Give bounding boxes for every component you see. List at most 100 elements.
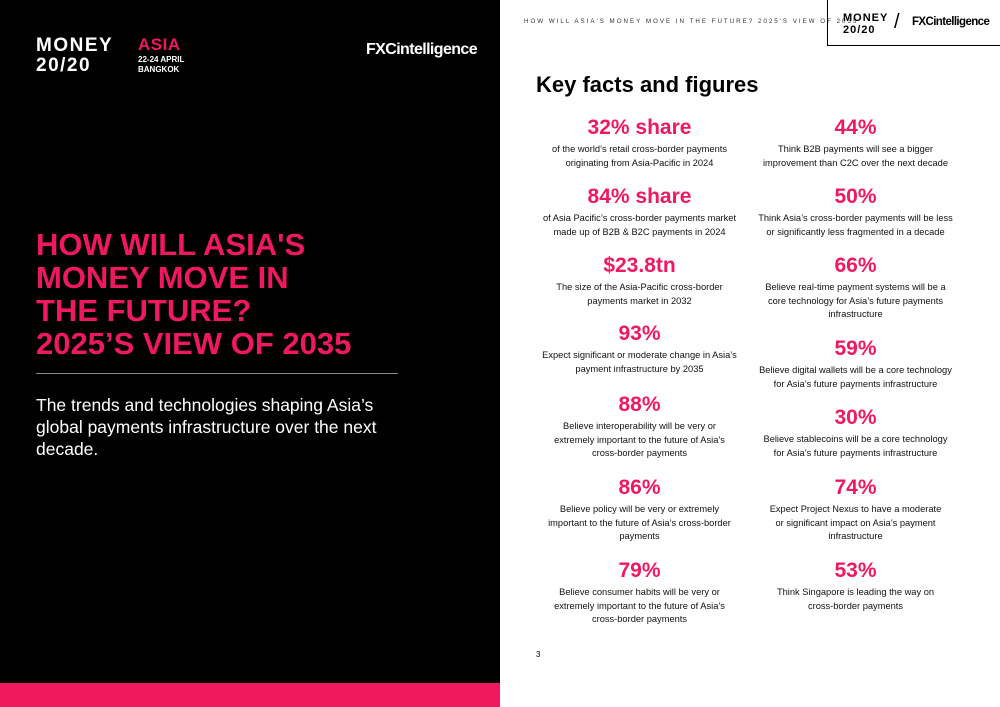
fact-value: 53% <box>834 559 877 582</box>
header-vertical-rule <box>827 0 828 45</box>
event-badge: ASIA 22-24 APRIL BANGKOK <box>138 35 185 75</box>
fact-description: Believe real-time payment systems will b… <box>748 281 963 322</box>
divider <box>36 373 398 374</box>
fact-description: Believe consumer habits will be very or … <box>532 586 747 627</box>
money2020-logo-line2: 20/20 <box>36 55 92 76</box>
key-facts-page: HOW WILL ASIA'S MONEY MOVE IN THE FUTURE… <box>500 0 1000 707</box>
fact-description-line: Think B2B payments will see a bigger <box>777 144 934 154</box>
fact-description: The size of the Asia-Pacific cross-borde… <box>532 281 747 308</box>
fact-value: 84% share <box>587 185 692 208</box>
fact-value: 32% share <box>587 116 692 139</box>
headline-line: MONEY MOVE IN <box>36 260 289 295</box>
fact-description-line: for Asia’s future payments infrastructur… <box>773 447 938 458</box>
fact-value: 86% <box>618 476 661 499</box>
fact-value: 88% <box>618 393 661 416</box>
fact-description-line: made up of B2B & B2C payments in 2024 <box>553 226 726 237</box>
fact-description: of Asia Pacific’s cross-border payments … <box>532 212 747 239</box>
fact-value: 30% <box>834 406 877 429</box>
fact-item: 86% Believe policy will be very or extre… <box>532 476 747 544</box>
report-subtitle: The trends and technologies shaping Asia… <box>36 395 377 459</box>
fact-item: 44% Think B2B payments will see a bigger… <box>748 116 963 170</box>
fact-description: Believe policy will be very or extremely… <box>532 503 747 544</box>
fact-item: 88% Believe interoperability will be ver… <box>532 393 747 461</box>
accent-band <box>0 683 500 707</box>
fact-description-line: Believe real-time payment systems will b… <box>765 282 946 292</box>
fact-description-line: Believe policy will be very or extremely <box>559 504 720 514</box>
fact-description: Expect Project Nexus to have a moderate … <box>748 503 963 544</box>
fact-item: 66% Believe real-time payment systems wi… <box>748 254 963 322</box>
headline-line: HOW WILL ASIA'S <box>36 227 306 262</box>
fact-value: 59% <box>834 337 877 360</box>
fact-description: Believe interoperability will be very or… <box>532 420 747 461</box>
fact-description-line: important to the future of Asia’s cross-… <box>548 517 731 528</box>
fact-description-line: Think Asia’s cross-border payments will … <box>758 213 953 223</box>
fact-description-line: Believe stablecoins will be a core techn… <box>763 434 948 444</box>
fact-description-line: originating from Asia-Pacific in 2024 <box>565 157 714 168</box>
money2020-logo-line1: MONEY <box>36 35 114 56</box>
fact-item: 84% share of Asia Pacific’s cross-border… <box>532 185 747 239</box>
fact-item: 79% Believe consumer habits will be very… <box>532 559 747 627</box>
fact-description-line: extremely important to the future of Asi… <box>554 434 725 445</box>
fact-item: 32% share of the world’s retail cross-bo… <box>532 116 747 170</box>
fxc-intelligence-logo-small: FXCintelligence <box>912 16 990 28</box>
section-title: Key facts and figures <box>536 72 759 97</box>
fact-description-line: Believe interoperability will be very or <box>563 421 716 431</box>
fact-description-line: payments <box>619 531 660 541</box>
fact-description-line: Believe consumer habits will be very or <box>559 587 720 597</box>
fact-description-line: payment infrastructure by 2035 <box>575 363 704 374</box>
fact-description-line: of the world’s retail cross-border payme… <box>552 144 727 154</box>
fact-item: 74% Expect Project Nexus to have a moder… <box>748 476 963 544</box>
fact-description-line: for Asia’s future payments infrastructur… <box>773 378 938 389</box>
money2020-logo-small: MONEY 20/20 <box>843 12 888 36</box>
fact-description-line: Expect significant or moderate change in… <box>542 350 737 360</box>
headline-line: 2025’S VIEW OF 2035 <box>36 326 352 361</box>
fact-description: Think Singapore is leading the way on cr… <box>748 586 963 613</box>
fact-value: 74% <box>834 476 877 499</box>
header-horizontal-rule <box>827 45 1000 46</box>
fact-item: 93% Expect significant or moderate chang… <box>532 322 747 376</box>
fact-description: Believe digital wallets will be a core t… <box>748 364 963 391</box>
fact-description-line: Believe digital wallets will be a core t… <box>759 365 952 375</box>
event-city: BANGKOK <box>138 65 180 74</box>
fact-item: 30% Believe stablecoins will be a core t… <box>748 406 963 460</box>
fact-item: $23.8tn The size of the Asia-Pacific cro… <box>532 254 747 308</box>
fact-description-line: The size of the Asia-Pacific cross-borde… <box>556 282 723 292</box>
fact-description-line: of Asia Pacific’s cross-border payments … <box>542 213 737 223</box>
fact-description: Believe stablecoins will be a core techn… <box>748 433 963 460</box>
fact-description: of the world’s retail cross-border payme… <box>532 143 747 170</box>
fact-description-line: extremely important to the future of Asi… <box>554 600 725 611</box>
fact-item: 59% Believe digital wallets will be a co… <box>748 337 963 391</box>
fxc-intelligence-logo: FXCintelligence <box>366 41 478 58</box>
fact-description-line: core technology for Asia’s future paymen… <box>767 295 943 306</box>
fact-description-line: Think Singapore is leading the way on <box>776 587 935 597</box>
page-number: 3 <box>536 650 541 659</box>
fact-description-line: cross-border payments <box>591 448 688 458</box>
running-header: HOW WILL ASIA'S MONEY MOVE IN THE FUTURE… <box>524 18 859 25</box>
fact-description-line: cross-border payments <box>591 614 688 624</box>
fact-value: $23.8tn <box>603 254 676 277</box>
fact-description-line: or significantly less fragmented in a de… <box>766 226 945 237</box>
fact-description: Think Asia’s cross-border payments will … <box>748 212 963 239</box>
cover-page: MONEY 20/20 ASIA 22-24 APRIL BANGKOK FXC… <box>0 0 500 707</box>
money2020-logo-line1: MONEY <box>843 12 889 24</box>
fact-value: 44% <box>834 116 877 139</box>
fact-description-line: Expect Project Nexus to have a moderate <box>769 504 942 514</box>
event-region: ASIA <box>138 35 181 54</box>
fact-value: 79% <box>618 559 661 582</box>
fact-value: 66% <box>834 254 877 277</box>
fact-item: 50% Think Asia’s cross-border payments w… <box>748 185 963 239</box>
report-headline: HOW WILL ASIA'S MONEY MOVE IN THE FUTURE… <box>36 228 436 360</box>
fact-description-line: payments market in 2032 <box>587 295 692 306</box>
event-dates: 22-24 APRIL <box>138 55 185 64</box>
fact-description-line: infrastructure <box>828 309 883 319</box>
fact-value: 93% <box>618 322 661 345</box>
fact-description-line: or significant impact on Asia’s payment <box>775 517 936 528</box>
fact-description: Think B2B payments will see a bigger imp… <box>748 143 963 170</box>
logo-divider: / <box>894 11 900 33</box>
fact-value: 50% <box>834 185 877 208</box>
money2020-logo: MONEY 20/20 <box>36 36 113 76</box>
fact-description-line: cross-border payments <box>807 600 904 611</box>
fact-description: Expect significant or moderate change in… <box>532 349 747 376</box>
fact-item: 53% Think Singapore is leading the way o… <box>748 559 963 613</box>
money2020-logo-line2: 20/20 <box>843 24 876 36</box>
